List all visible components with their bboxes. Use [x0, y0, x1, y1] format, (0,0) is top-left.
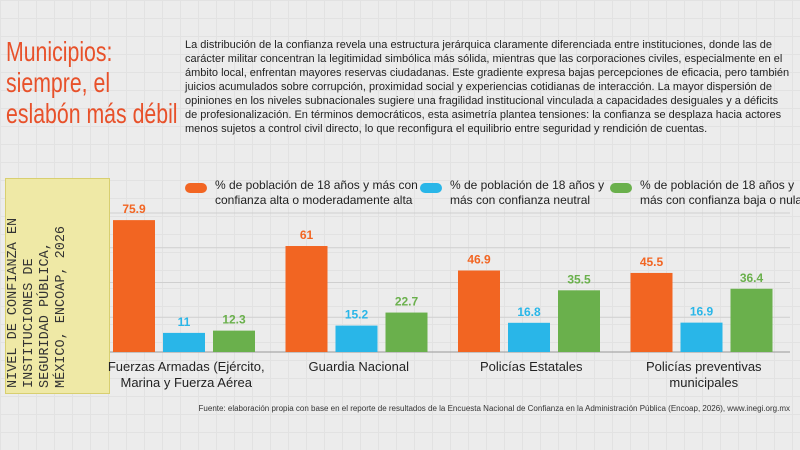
bar — [730, 288, 773, 352]
value-label: 11 — [178, 315, 191, 329]
value-label: 15.2 — [345, 308, 369, 322]
value-label: 16.9 — [690, 305, 714, 319]
source: Fuente: elaboración propia con base en e… — [198, 404, 790, 413]
legend-swatch — [420, 183, 442, 193]
bar — [508, 322, 550, 352]
value-label: 45.5 — [640, 255, 664, 269]
legend-label: % de población de 18 años y más con conf… — [450, 178, 605, 207]
bar — [163, 332, 205, 352]
legend-swatch — [610, 183, 632, 193]
value-label: 36.4 — [740, 271, 764, 285]
chart-title-box: NIVEL DE CONFIANZA EN INSTITUCIONES DE S… — [5, 178, 110, 394]
value-label: 12.3 — [222, 313, 246, 327]
value-label: 35.5 — [567, 272, 591, 286]
value-label: 22.7 — [395, 295, 419, 309]
x-tick-label: Policías preventivas municipales — [645, 359, 762, 390]
title-line: siempre, el — [6, 67, 111, 98]
x-tick-label: Guardia Nacional — [308, 359, 409, 374]
value-label: 61 — [300, 228, 314, 242]
value-label: 16.8 — [517, 305, 541, 319]
x-tick-label: Fuerzas Armadas (Ejército, Marina y Fuer… — [107, 359, 265, 390]
value-label: 75.9 — [122, 202, 146, 216]
bar — [558, 290, 600, 352]
bar — [630, 272, 673, 352]
title-line: eslabón más débil — [6, 98, 178, 129]
bar — [458, 270, 500, 352]
legend-label: % de población de 18 años y más con conf… — [215, 178, 418, 207]
bar — [385, 312, 428, 352]
value-label: 46.9 — [467, 253, 491, 267]
paragraph: La distribución de la confianza revela u… — [185, 39, 790, 135]
legend-swatch — [185, 183, 207, 193]
legend-label: % de población de 18 años y más con conf… — [640, 178, 800, 207]
bar — [213, 330, 255, 352]
bar — [680, 322, 723, 352]
bar — [113, 220, 155, 352]
x-tick-label: Policías Estatales — [479, 359, 583, 374]
bar — [335, 325, 378, 352]
title-line: Municipios: — [6, 36, 113, 67]
chart-title: NIVEL DE CONFIANZA EN INSTITUCIONES DE S… — [6, 217, 69, 388]
title: Municipios: siempre, el eslabón más débi… — [6, 36, 181, 129]
bar — [285, 246, 328, 352]
